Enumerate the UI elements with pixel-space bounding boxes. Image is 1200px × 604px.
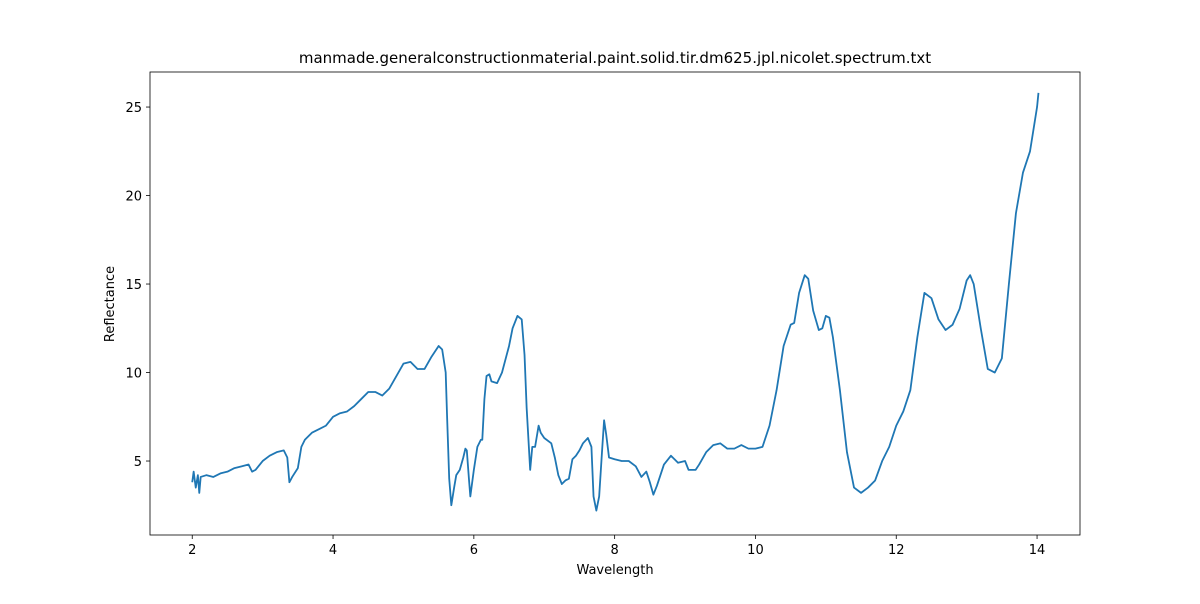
x-tick-label: 12 bbox=[888, 543, 905, 558]
x-tick-label: 2 bbox=[188, 543, 196, 558]
x-tick-label: 8 bbox=[611, 543, 619, 558]
axes-frame bbox=[149, 71, 1081, 536]
chart-title: manmade.generalconstructionmaterial.pain… bbox=[299, 49, 931, 67]
y-tick-label: 10 bbox=[125, 367, 142, 382]
x-tick-label: 10 bbox=[747, 543, 764, 558]
y-tick-label: 5 bbox=[134, 455, 142, 470]
x-axis-label: Wavelength bbox=[576, 563, 653, 578]
y-tick-label: 20 bbox=[125, 190, 142, 205]
y-tick-label: 15 bbox=[125, 278, 142, 293]
x-tick-label: 4 bbox=[329, 543, 337, 558]
x-tick-label: 14 bbox=[1029, 543, 1046, 558]
y-axis-label: Reflectance bbox=[103, 266, 118, 342]
line-series bbox=[191, 92, 1040, 512]
y-tick-label: 25 bbox=[125, 101, 142, 116]
x-tick-label: 6 bbox=[470, 543, 478, 558]
